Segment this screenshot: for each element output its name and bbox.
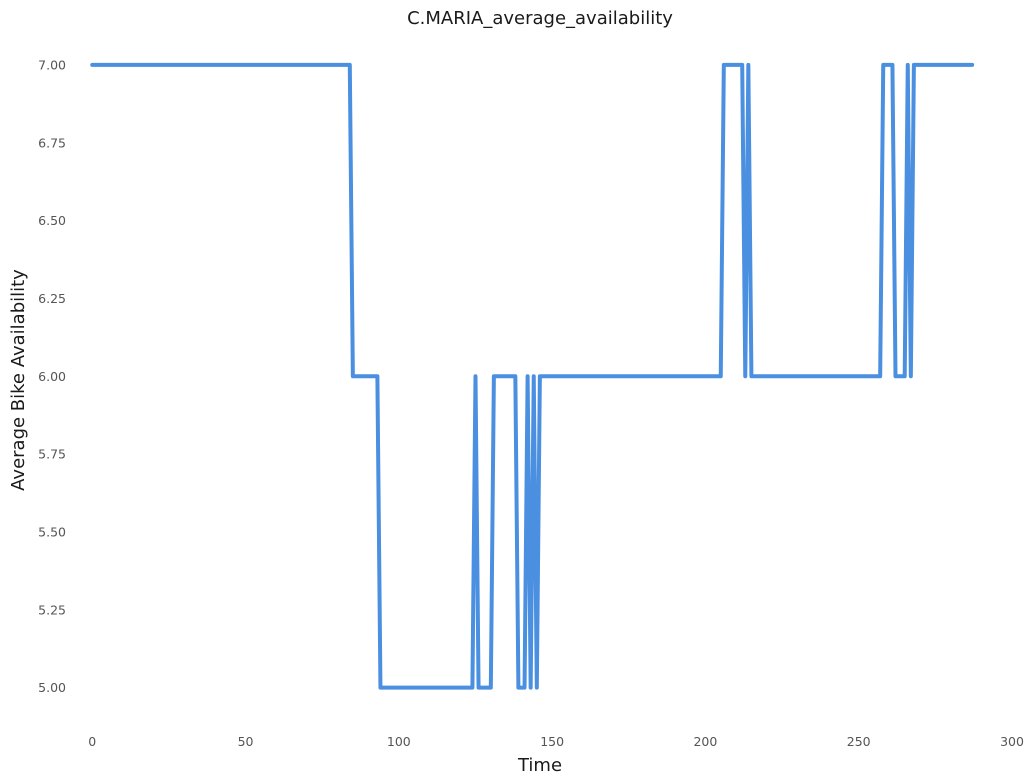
y-tick-label: 6.25 [38, 291, 66, 306]
x-tick-label: 250 [847, 734, 871, 749]
y-tick-label: 5.00 [38, 680, 66, 695]
y-tick-label: 6.75 [38, 135, 66, 150]
y-axis-ticks: 5.00 5.25 5.50 5.75 6.00 6.25 6.50 6.75 7.00 [38, 57, 66, 695]
y-tick-label: 5.75 [38, 447, 66, 462]
series-line [90, 62, 975, 690]
x-axis-ticks: 0 50 100 150 200 250 300 [88, 734, 1024, 749]
y-tick-label: 7.00 [38, 57, 66, 72]
x-tick-label: 50 [238, 734, 254, 749]
x-tick-label: 150 [540, 734, 564, 749]
y-axis-label: Average Bike Availability [8, 269, 29, 491]
plot-area [90, 62, 975, 690]
x-tick-label: 0 [88, 734, 96, 749]
y-tick-label: 5.25 [38, 602, 66, 617]
y-tick-label: 5.50 [38, 524, 66, 539]
x-axis-label: Time [517, 755, 562, 776]
x-tick-label: 200 [693, 734, 717, 749]
y-tick-label: 6.00 [38, 369, 66, 384]
x-tick-label: 100 [387, 734, 411, 749]
y-tick-label: 6.50 [38, 213, 66, 228]
x-tick-label: 300 [1000, 734, 1024, 749]
chart-title: C.MARIA_average_availability [407, 8, 673, 29]
